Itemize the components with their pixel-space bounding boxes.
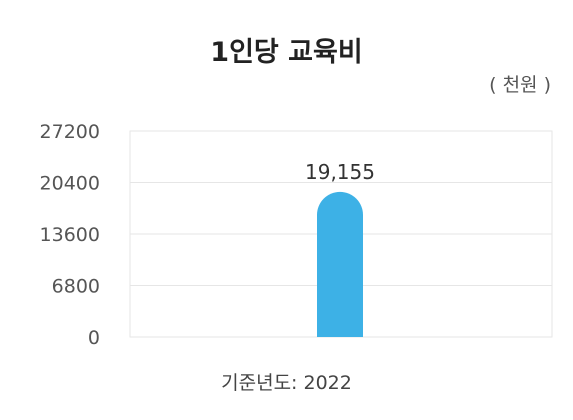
y-axis-ticks: 0 6800 13600 20400 27200	[40, 121, 100, 349]
y-tick-label: 13600	[40, 224, 100, 246]
unit-label: ( 천원 )	[489, 74, 551, 96]
data-labels: 19,155	[305, 160, 375, 184]
bar-value-label: 19,155	[305, 160, 375, 184]
bar-2022	[317, 191, 363, 337]
y-tick-label: 27200	[40, 121, 100, 143]
y-tick-label: 0	[88, 327, 100, 349]
chart-title: 1인당 교육비	[210, 37, 363, 68]
x-axis-caption: 기준년도: 2022	[221, 372, 352, 394]
y-tick-label: 20400	[40, 173, 100, 195]
y-tick-label: 6800	[52, 276, 100, 298]
bars	[317, 191, 363, 337]
